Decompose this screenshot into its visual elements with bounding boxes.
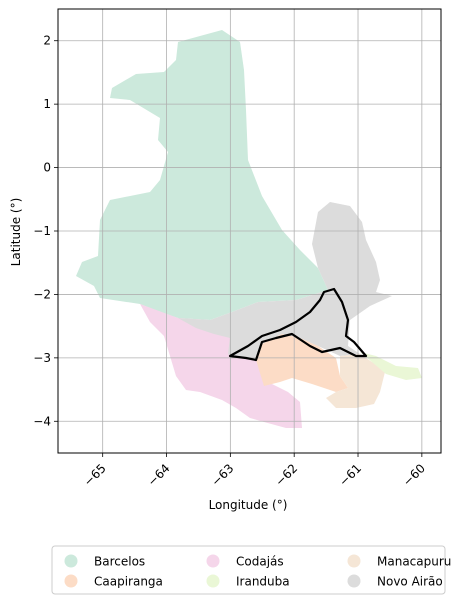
region-layer — [76, 30, 422, 428]
legend-marker — [206, 574, 220, 588]
region-iranduba — [360, 352, 422, 380]
y-tick-label: −3 — [33, 351, 51, 365]
y-tick-label: −1 — [33, 224, 51, 238]
region-novo-airao — [178, 202, 392, 360]
legend-label: Manacapuru — [377, 555, 451, 569]
region-caapiranga — [256, 334, 348, 392]
legend-marker — [206, 554, 220, 568]
legend-marker — [347, 574, 361, 588]
legend: Barcelos Caapiranga Codajás Iranduba Manacap… — [51, 545, 451, 595]
legend-label: Iranduba — [236, 575, 290, 589]
x-tick-label: −64 — [145, 461, 173, 489]
legend-marker — [347, 554, 361, 568]
legend-label: Caapiranga — [94, 575, 163, 589]
y-axis-label: Latitude (°) — [9, 198, 23, 267]
x-tick-label: −62 — [272, 461, 300, 489]
x-tick-label: −65 — [81, 461, 109, 489]
legend-label: Barcelos — [94, 555, 145, 569]
legend-marker — [64, 574, 78, 588]
legend-label: Codajás — [236, 555, 284, 569]
legend-box — [51, 545, 446, 595]
x-tick-label: −61 — [336, 461, 364, 489]
y-tick-label: 2 — [43, 34, 51, 48]
x-axis-label: Longitude (°) — [209, 498, 288, 512]
legend-marker — [64, 554, 78, 568]
selected-boundary-outline — [228, 287, 368, 362]
region-manacapuru — [326, 354, 386, 408]
y-tick-label: 0 — [43, 161, 51, 175]
y-tick-label: −2 — [33, 287, 51, 301]
y-tick-label: −4 — [33, 414, 51, 428]
region-codajas — [140, 304, 302, 428]
y-tick-label: 1 — [43, 97, 51, 111]
x-tick-label: −60 — [400, 461, 428, 489]
legend-label: Novo Airão — [377, 575, 443, 589]
x-tick-label: −63 — [209, 461, 237, 489]
region-barcelos — [76, 30, 328, 320]
